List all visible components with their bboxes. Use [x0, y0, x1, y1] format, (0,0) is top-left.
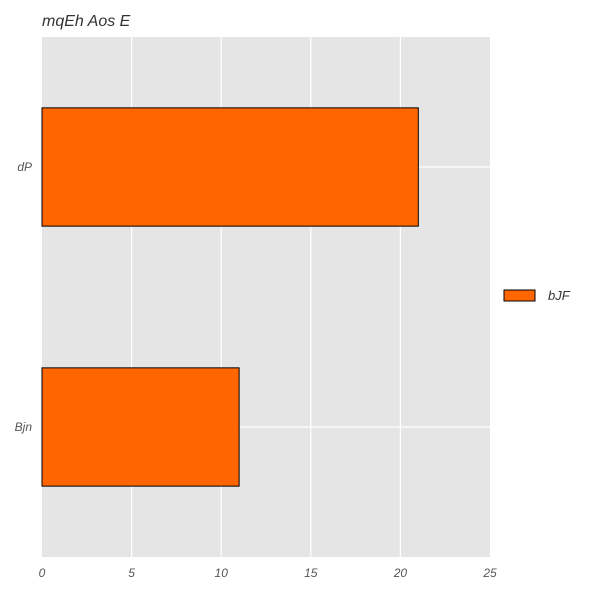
y-tick-label: dP: [17, 160, 32, 174]
x-tick-labels: 0 5 10 15 20 25: [39, 566, 497, 580]
y-tick-labels: dP Bjn: [15, 160, 33, 434]
y-tick-label: Bjn: [15, 420, 33, 434]
x-tick-label: 15: [304, 566, 318, 580]
chart-title: mqEh Aos E: [42, 13, 131, 30]
x-tick-label: 10: [215, 566, 229, 580]
legend-label: bJF: [548, 288, 571, 303]
legend-swatch: [503, 289, 536, 302]
bar: [41, 107, 419, 227]
x-tick-label: 5: [128, 566, 135, 580]
x-tick-label: 0: [39, 566, 46, 580]
x-tick-label: 25: [482, 566, 497, 580]
bars: [41, 107, 419, 487]
x-tick-label: 20: [393, 566, 408, 580]
bar: [41, 367, 240, 487]
legend: bJF: [503, 288, 571, 303]
